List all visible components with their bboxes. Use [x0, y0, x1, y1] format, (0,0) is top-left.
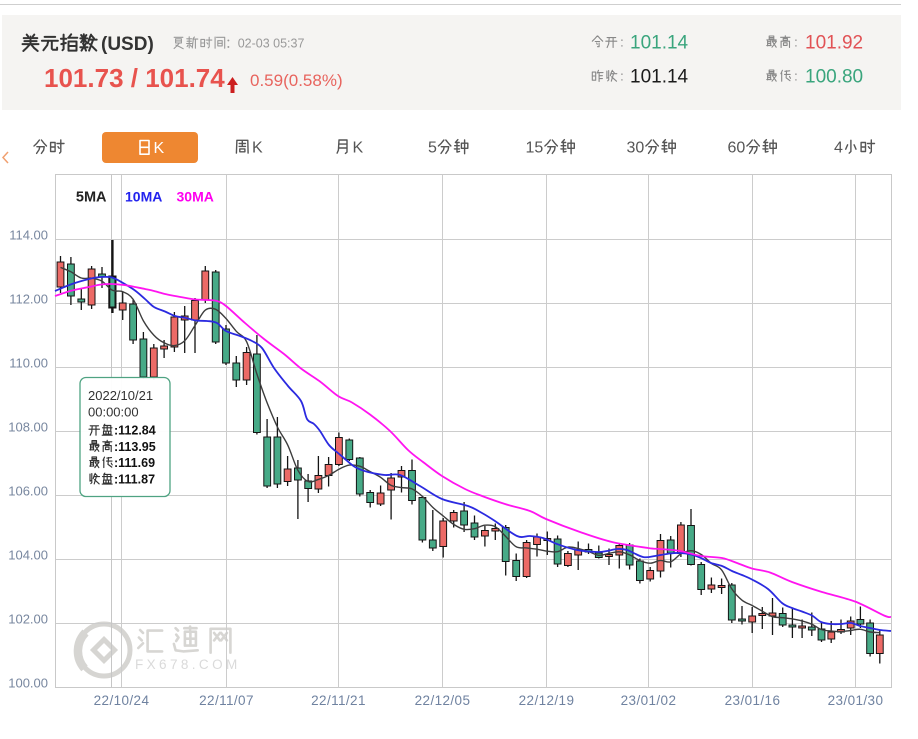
- svg-text:22/11/07: 22/11/07: [199, 693, 254, 708]
- svg-text:101.14: 101.14: [630, 67, 689, 88]
- svg-text:60: 60: [728, 140, 746, 157]
- svg-text::: :: [794, 69, 798, 84]
- svg-text:30: 30: [627, 140, 645, 157]
- svg-text:23/01/16: 23/01/16: [725, 693, 781, 708]
- svg-text::113.95: :113.95: [114, 440, 156, 454]
- svg-text:23/01/30: 23/01/30: [828, 693, 884, 708]
- svg-text:15: 15: [526, 140, 544, 157]
- svg-text:22/12/19: 22/12/19: [519, 693, 575, 708]
- svg-text:104.00: 104.00: [8, 548, 48, 563]
- svg-text::112.84: :112.84: [114, 424, 156, 438]
- svg-text:108.00: 108.00: [8, 420, 48, 435]
- svg-text:23/01/02: 23/01/02: [621, 693, 677, 708]
- svg-text:101.73 / 101.74: 101.73 / 101.74: [44, 63, 225, 93]
- svg-text:K: K: [252, 140, 263, 157]
- svg-text:22/11/21: 22/11/21: [311, 693, 366, 708]
- svg-text:22/10/24: 22/10/24: [94, 693, 150, 708]
- svg-text:4: 4: [834, 140, 843, 157]
- svg-text:30MA: 30MA: [177, 189, 214, 205]
- svg-text::: :: [794, 35, 798, 50]
- svg-text:100.00: 100.00: [8, 676, 48, 691]
- svg-text:K: K: [352, 140, 363, 157]
- svg-text:101.92: 101.92: [805, 33, 863, 54]
- svg-text::111.87: :111.87: [114, 472, 155, 486]
- svg-text::: :: [620, 35, 624, 50]
- svg-text::: :: [620, 69, 624, 84]
- svg-text:110.00: 110.00: [9, 356, 48, 371]
- svg-text:FX678.COM: FX678.COM: [135, 657, 241, 672]
- svg-text:5MA: 5MA: [76, 190, 107, 206]
- svg-text:2022/10/21: 2022/10/21: [88, 388, 153, 403]
- svg-text:10MA: 10MA: [125, 189, 162, 205]
- svg-text:(USD): (USD): [101, 34, 154, 55]
- svg-text:00:00:00: 00:00:00: [88, 405, 139, 420]
- svg-text:5: 5: [428, 140, 437, 157]
- svg-text::111.69: :111.69: [114, 456, 155, 470]
- svg-text:112.00: 112.00: [9, 292, 48, 307]
- svg-text:114.00: 114.00: [9, 228, 48, 243]
- svg-text:0.59(0.58%): 0.59(0.58%): [250, 71, 343, 90]
- svg-text:100.80: 100.80: [805, 67, 863, 88]
- svg-text:102.00: 102.00: [8, 612, 48, 627]
- svg-text:106.00: 106.00: [8, 484, 48, 499]
- svg-text:K: K: [154, 140, 165, 157]
- svg-text:101.14: 101.14: [630, 33, 689, 54]
- svg-text:22/12/05: 22/12/05: [415, 693, 471, 708]
- svg-text:：02-03 05:37: ：02-03 05:37: [225, 37, 304, 51]
